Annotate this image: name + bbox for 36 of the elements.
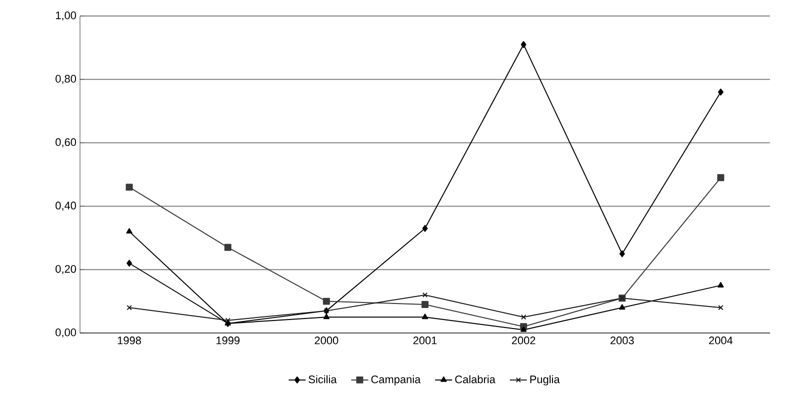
- point: [422, 292, 428, 298]
- legend-label: Sicilia: [308, 375, 337, 384]
- point: [422, 314, 428, 320]
- point: [225, 318, 230, 323]
- x-tick-label: 1999: [216, 336, 240, 344]
- x-tick-label: 1998: [118, 336, 141, 344]
- point: [422, 300, 428, 308]
- point: [126, 184, 133, 191]
- point: [323, 314, 330, 320]
- point: [224, 244, 232, 251]
- y-tick-label: 1,00: [56, 11, 76, 21]
- point: [520, 41, 526, 48]
- x-tick-label: 2001: [413, 336, 437, 344]
- x-tick-label: 2000: [314, 336, 338, 344]
- y-tick-label: 0,40: [56, 202, 76, 211]
- x-tick-label: 2004: [709, 336, 733, 344]
- y-tick-label: 0,60: [56, 138, 76, 148]
- point: [619, 304, 626, 310]
- point: [126, 228, 132, 234]
- legend-label: Campania: [371, 375, 421, 386]
- point: [126, 260, 132, 267]
- y-tick-label: 0,80: [56, 74, 76, 84]
- point: [718, 88, 724, 96]
- point: [322, 298, 330, 305]
- point: [520, 314, 526, 320]
- point: [718, 282, 724, 288]
- x-tick-label: 2003: [610, 336, 634, 344]
- point: [717, 174, 724, 182]
- y-tick-label: 0,20: [56, 265, 76, 274]
- y-tick-label: 0,00: [56, 328, 76, 338]
- legend-label: Puglia: [530, 375, 560, 386]
- point: [619, 250, 625, 258]
- legend-label: Calabria: [455, 375, 496, 384]
- point: [520, 326, 527, 332]
- x-tick-label: 2002: [512, 336, 536, 344]
- point: [422, 224, 428, 232]
